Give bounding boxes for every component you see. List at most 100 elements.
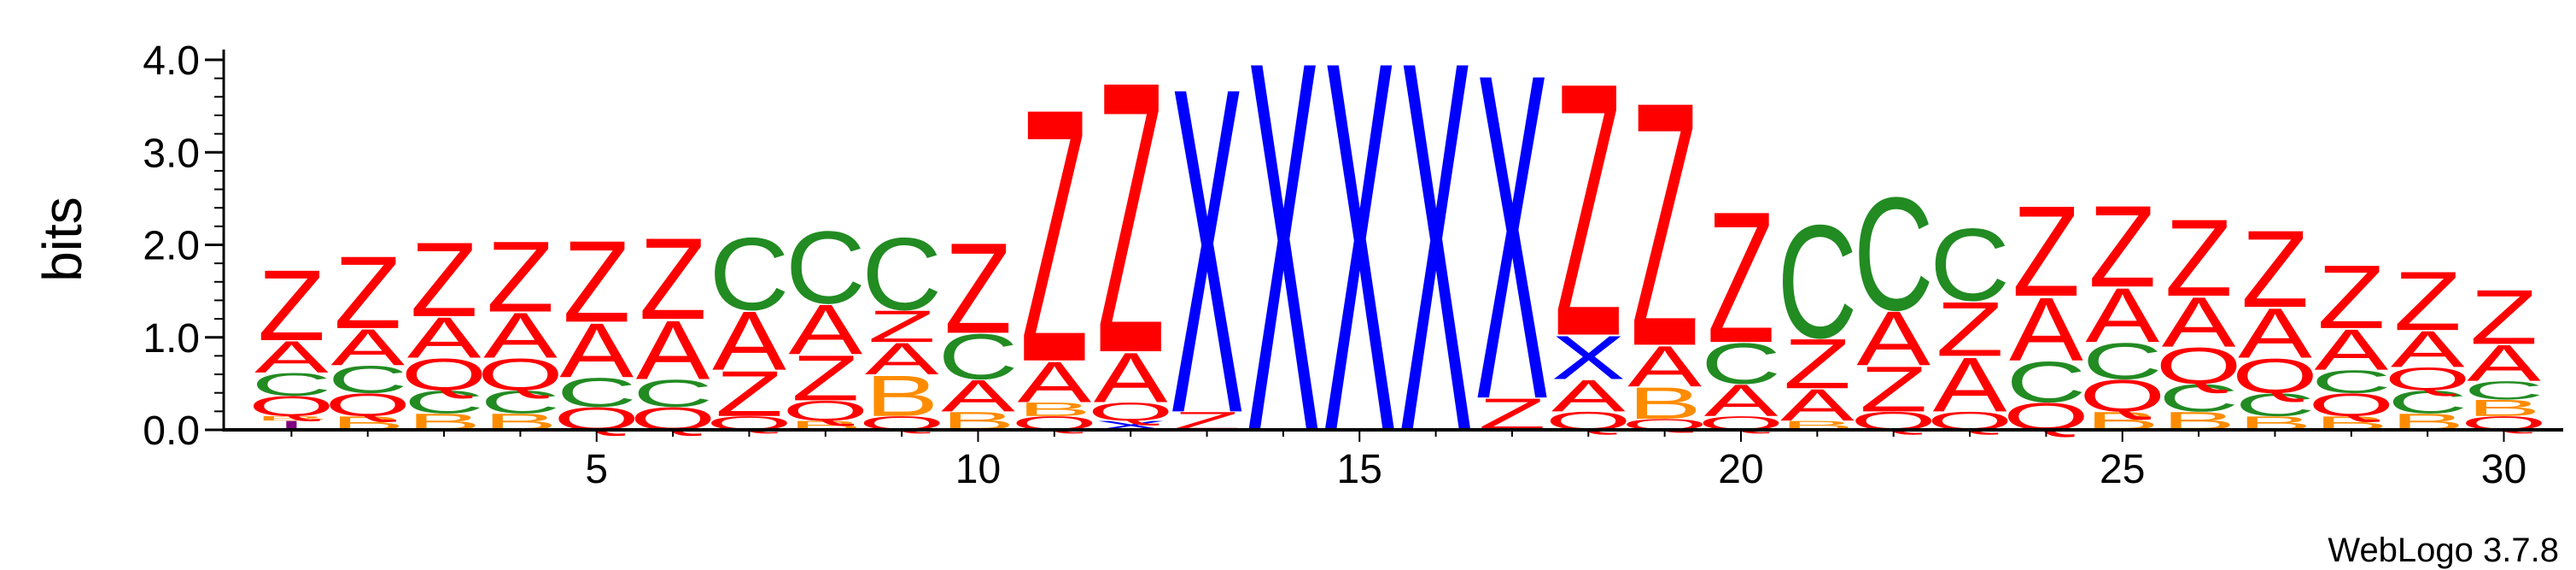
logo-letter-a: A (407, 305, 482, 370)
logo-letter-c: C (938, 320, 1019, 393)
logo-letter-c: C (1930, 207, 2010, 323)
logo-letter-z: Z (639, 214, 706, 344)
logo-letter-c: C (633, 372, 713, 415)
logo-letter-q: Q (2385, 361, 2471, 397)
logo-letter-c: C (557, 369, 637, 415)
logo-letter-a: A (712, 295, 786, 388)
logo-letter-a: A (483, 299, 558, 372)
logo-letter-a: A (636, 304, 710, 397)
logo-letter-b: B (1017, 398, 1091, 420)
weblogo-version-label: WebLogo 3.7.8 (2328, 532, 2559, 569)
logo-axes: 0.0 1.0 2.0 3.0 4.0 5 10 15 20 25 30 (143, 38, 2563, 492)
x-tick-label: 10 (955, 447, 1001, 492)
logo-letter-z: Z (2164, 197, 2232, 320)
logo-letter-c: C (862, 215, 942, 332)
logo-letter-c: C (2158, 376, 2239, 420)
logo-letter-c: C (251, 367, 331, 403)
logo-letter-q: Q (248, 391, 335, 422)
logo-letter-a: A (2009, 279, 2083, 380)
logo-letter-q: Q (2232, 349, 2318, 403)
logo-letter-q: Q (400, 350, 487, 400)
logo-letter-x: X (1247, 0, 1321, 542)
logo-letter-z: Z (1707, 173, 1774, 382)
logo-letter-x: X (1170, 0, 1244, 510)
logo-letter-q: Q (2156, 338, 2242, 395)
logo-letter-a: A (1856, 295, 1931, 381)
logo-letter-c: C (328, 358, 408, 402)
logo-letter-z: Z (2317, 247, 2385, 348)
logo-letter-z: Z (1096, 0, 1164, 433)
y-tick-label: 2.0 (143, 224, 200, 269)
logo-letter-b: B (254, 414, 329, 421)
logo-letter-q: Q (477, 350, 564, 400)
y-tick-label: 3.0 (143, 131, 200, 176)
logo-letter-a: A (2314, 317, 2388, 382)
y-axis-label: bits (32, 197, 93, 282)
logo-letter-z: Z (2241, 209, 2309, 331)
logo-letter-a: A (2162, 283, 2236, 362)
logo-letter-a: A (330, 319, 405, 376)
logo-letter-z: Z (334, 234, 401, 350)
logo-letter-x: X (1323, 0, 1397, 542)
logo-letter-q: Q (782, 395, 868, 426)
logo-letter-b: B (865, 363, 939, 428)
logo-letter-a: A (2238, 294, 2312, 373)
logo-letter-a: A (1933, 342, 2007, 428)
logo-letter-c: C (2387, 385, 2468, 420)
logo-letter-b: B (2467, 395, 2541, 420)
logo-letter-q: Q (2079, 371, 2165, 421)
logo-letter-q: Q (1088, 397, 1174, 426)
logo-letter-c: C (2006, 350, 2086, 414)
logo-glyphs: IBQCAZBQCAZBCQAZBCQAZQCAZQCAZQZACBQZACQB… (248, 0, 2547, 542)
y-tick-label: 1.0 (143, 316, 200, 361)
logo-letter-x: X (1399, 0, 1473, 542)
logo-letter-a: A (559, 308, 634, 394)
logo-letter-a: A (2391, 320, 2465, 378)
logo-letter-a: A (788, 291, 862, 370)
x-tick-label: 15 (1337, 447, 1382, 492)
x-tick-label: 20 (1718, 447, 1763, 492)
logo-letter-c: C (2464, 376, 2544, 405)
logo-letter-z: Z (716, 358, 783, 431)
logo-letter-z: Z (2470, 274, 2538, 361)
logo-letter-q: Q (324, 387, 411, 423)
logo-letter-a: A (254, 332, 329, 382)
logo-letter-x: X (1475, 0, 1550, 497)
logo-letter-a: A (1094, 338, 1168, 418)
y-tick-label: 4.0 (143, 38, 200, 84)
y-tick-label: 0.0 (143, 408, 200, 454)
logo-letter-c: C (1777, 192, 1857, 373)
logo-letter-a: A (1627, 333, 1702, 398)
logo-letter-z: Z (944, 215, 1012, 360)
logo-letter-z: Z (1631, 31, 1698, 420)
x-tick-label: 25 (2100, 447, 2145, 492)
logo-letter-z: Z (791, 342, 859, 414)
logo-letter-c: C (2311, 364, 2392, 400)
logo-letter-z: Z (1860, 353, 1927, 426)
logo-letter-c: C (1701, 331, 1781, 396)
x-tick-label: 5 (585, 447, 608, 492)
logo-letter-a: A (2085, 272, 2159, 358)
logo-letter-a: A (865, 334, 939, 385)
logo-letter-c: C (404, 385, 484, 420)
logo-letter-a: A (1017, 350, 1091, 414)
logo-letter-a: A (1780, 380, 1855, 431)
logo-letter-z: Z (1020, 35, 1088, 438)
logo-letter-c: C (1854, 164, 1934, 344)
logo-letter-z: Z (1784, 325, 1851, 404)
logo-letter-z: Z (2088, 183, 2156, 312)
logo-letter-c: C (786, 209, 866, 326)
x-tick-label: 30 (2481, 447, 2526, 492)
logo-letter-z: Z (1936, 286, 2003, 373)
logo-letter-c: C (2235, 387, 2316, 423)
logo-letter-z: Z (563, 218, 630, 347)
logo-letter-z: Z (487, 221, 554, 333)
logo-letter-z: Z (410, 220, 477, 339)
logo-letter-z: Z (2393, 255, 2461, 348)
logo-letter-c: C (710, 215, 790, 332)
logo-letter-a: A (2467, 334, 2541, 391)
logo-letter-c: C (480, 385, 560, 420)
logo-letter-a: A (941, 371, 1015, 421)
logo-letter-x: X (1551, 324, 1626, 393)
